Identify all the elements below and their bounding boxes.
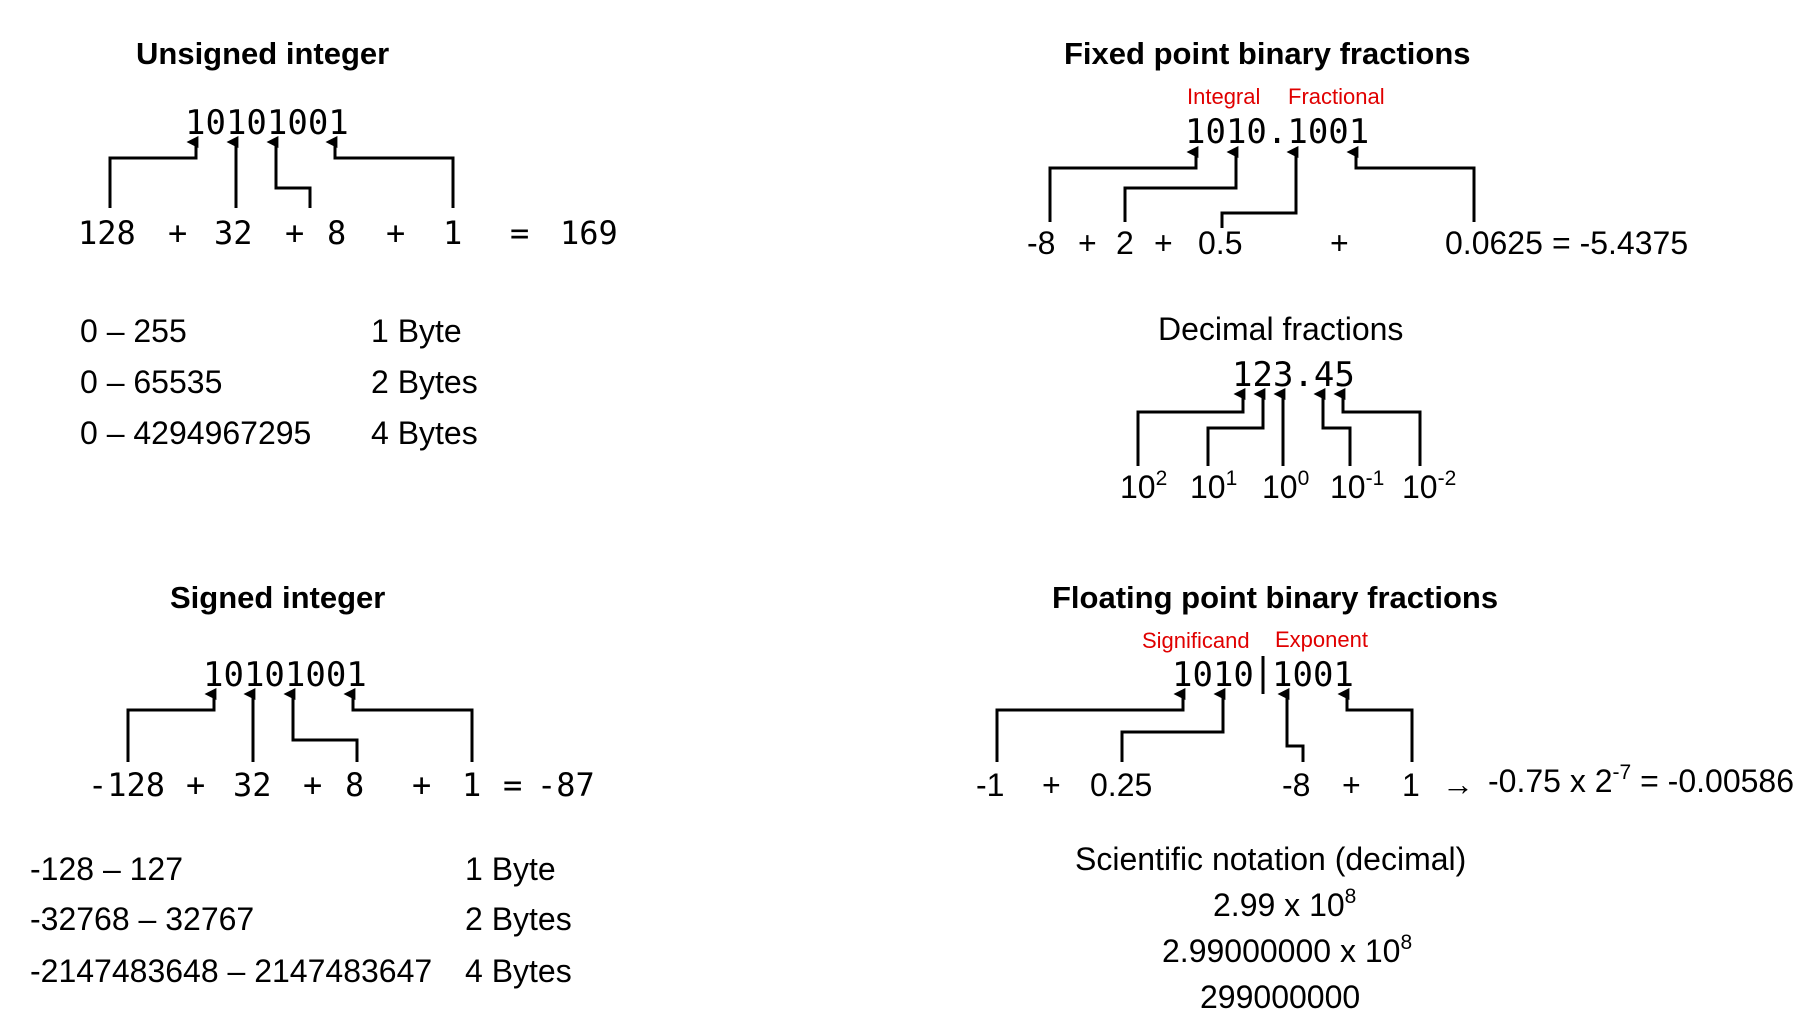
fixed-term: 2 — [1116, 225, 1134, 261]
scientific-line-2: 2.99000000 x 108 — [1162, 931, 1412, 969]
fixed-term: 0.5 — [1198, 225, 1242, 261]
signed-term: -128 — [88, 766, 165, 804]
unsigned-operator: + — [386, 214, 405, 252]
decimal-fractions-panel: Decimal fractions 123.45 102 101 100 10-… — [1120, 311, 1456, 505]
result-arrow: → — [1442, 766, 1474, 802]
fixed-point-panel: Fixed point binary fractions Integral Fr… — [1027, 36, 1688, 261]
signed-sum: -128 + 32 + 8 + 1 = -87 — [88, 766, 595, 804]
fractional-label: Fractional — [1288, 84, 1385, 109]
power-of-ten: 102 — [1120, 467, 1167, 505]
significand-bits: 1010 — [1172, 655, 1254, 695]
signed-integer-panel: Signed integer 10101001 -128 + 32 + 8 + … — [30, 580, 595, 989]
signed-term: 32 — [233, 766, 272, 804]
fixed-term: -8 — [1027, 225, 1055, 261]
unsigned-size: 2 Bytes — [371, 364, 478, 400]
fixed-operator: + — [1330, 225, 1349, 261]
floating-result: -0.75 x 2-7 = -0.00586 — [1488, 761, 1794, 799]
unsigned-operator: = — [510, 214, 529, 252]
fixed-term: 0.0625 — [1445, 225, 1543, 261]
unsigned-result: 169 — [560, 214, 618, 252]
significand-label: Significand — [1142, 628, 1250, 653]
fixed-sum: -8 + 2 + 0.5 + 0.0625 = -5.4375 — [1027, 225, 1688, 261]
power-of-ten: 101 — [1190, 467, 1237, 505]
integral-label: Integral — [1187, 84, 1260, 109]
power-of-ten: 100 — [1262, 467, 1309, 505]
floating-term: 0.25 — [1090, 767, 1152, 803]
signed-size: 4 Bytes — [465, 953, 572, 989]
signed-operator: + — [412, 766, 431, 804]
signed-term: 1 — [462, 766, 481, 804]
floating-operator: + — [1342, 767, 1361, 803]
exponent-bits: 1001 — [1272, 655, 1354, 695]
signed-connectors — [126, 688, 474, 762]
fixed-result: = -5.4375 — [1552, 225, 1688, 261]
floating-point-panel: Floating point binary fractions Signific… — [976, 580, 1794, 803]
floating-operator: + — [1042, 767, 1061, 803]
signed-operator: = — [503, 766, 522, 804]
unsigned-integer-panel: Unsigned integer 10101001 128 + 32 + 8 +… — [78, 36, 618, 451]
fixed-operator: + — [1154, 225, 1173, 261]
fixed-title: Fixed point binary fractions — [1064, 36, 1471, 71]
fixed-bits: 1010.1001 — [1185, 112, 1369, 152]
power-of-ten: 10-1 — [1330, 467, 1384, 505]
signed-bits: 10101001 — [203, 655, 367, 695]
signed-size: 2 Bytes — [465, 901, 572, 937]
unsigned-term: 1 — [443, 214, 462, 252]
exponent-label: Exponent — [1275, 627, 1368, 652]
signed-title: Signed integer — [170, 580, 385, 615]
unsigned-range: 0 – 255 — [80, 313, 187, 349]
decimal-title: Decimal fractions — [1158, 311, 1403, 347]
signed-range: -128 – 127 — [30, 851, 183, 887]
unsigned-size: 4 Bytes — [371, 415, 478, 451]
floating-term: -8 — [1282, 767, 1310, 803]
power-of-ten: 10-2 — [1402, 467, 1456, 505]
unsigned-bits: 10101001 — [185, 103, 349, 143]
decimal-connectors — [1136, 388, 1422, 466]
floating-sum: -1 + 0.25 -8 + 1 → -0.75 x 2-7 = -0.0058… — [976, 761, 1794, 803]
scientific-line-1: 2.99 x 108 — [1213, 885, 1356, 923]
unsigned-term: 128 — [78, 214, 136, 252]
decimal-value: 123.45 — [1232, 355, 1355, 395]
signed-range: -32768 – 32767 — [30, 901, 254, 937]
floating-connectors — [995, 688, 1414, 762]
fixed-operator: + — [1078, 225, 1097, 261]
scientific-notation-panel: Scientific notation (decimal) 2.99 x 108… — [1075, 841, 1466, 1015]
unsigned-title: Unsigned integer — [136, 36, 389, 71]
scientific-title: Scientific notation (decimal) — [1075, 841, 1466, 877]
signed-range: -2147483648 – 2147483647 — [30, 953, 432, 989]
signed-operator: + — [186, 766, 205, 804]
floating-title: Floating point binary fractions — [1052, 580, 1498, 615]
unsigned-operator: + — [168, 214, 187, 252]
decimal-powers: 102 101 100 10-1 10-2 — [1120, 467, 1456, 505]
unsigned-size: 1 Byte — [371, 313, 462, 349]
unsigned-sum: 128 + 32 + 8 + 1 = 169 — [78, 214, 618, 252]
unsigned-term: 32 — [214, 214, 253, 252]
unsigned-range: 0 – 65535 — [80, 364, 222, 400]
floating-term: 1 — [1402, 767, 1420, 803]
scientific-line-3: 299000000 — [1200, 979, 1360, 1015]
signed-term: 8 — [345, 766, 364, 804]
floating-term: -1 — [976, 767, 1004, 803]
signed-operator: + — [303, 766, 322, 804]
signed-size: 1 Byte — [465, 851, 556, 887]
unsigned-operator: + — [285, 214, 304, 252]
fixed-connectors — [1048, 146, 1476, 228]
unsigned-connectors — [108, 136, 455, 208]
signed-ranges: -128 – 127 1 Byte -32768 – 32767 2 Bytes… — [30, 851, 572, 989]
unsigned-term: 8 — [327, 214, 346, 252]
unsigned-range: 0 – 4294967295 — [80, 415, 311, 451]
signed-result: -87 — [537, 766, 595, 804]
unsigned-ranges: 0 – 255 1 Byte 0 – 65535 2 Bytes 0 – 429… — [80, 313, 478, 451]
